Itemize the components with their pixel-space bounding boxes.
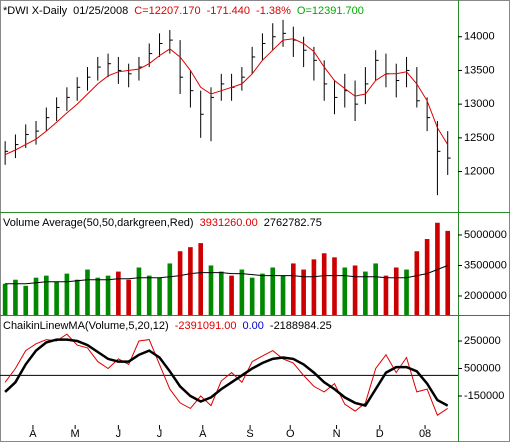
volume-bar — [43, 275, 49, 315]
volume-bar — [116, 271, 121, 315]
y-tick-label: 3500000 — [464, 259, 507, 271]
volume-bar — [198, 243, 204, 315]
volume-bar — [404, 269, 409, 315]
volume-bar — [311, 259, 317, 315]
panel-label: 2762782.75 — [264, 217, 322, 229]
volume-bar — [342, 267, 348, 315]
volume-bar — [270, 267, 276, 315]
volume-bar — [435, 222, 440, 315]
volume-bar — [393, 267, 399, 315]
y-tick-label: -150000 — [464, 390, 504, 402]
volume-bar — [363, 271, 368, 315]
panel-label: O=12391.700 — [297, 5, 364, 17]
volume-bar — [33, 277, 39, 315]
x-tick-label: A — [29, 428, 37, 440]
y-tick-label: 250000 — [464, 335, 501, 347]
volume-bar — [332, 257, 337, 315]
volume-bar — [229, 275, 234, 315]
volume-bar — [146, 275, 152, 315]
panel-label: C=12207.170 — [134, 5, 200, 17]
volume-bar — [167, 263, 173, 315]
y-tick-label: 2000000 — [464, 290, 507, 302]
volume-bar — [208, 265, 214, 315]
panel-label: -2188984.25 — [270, 320, 332, 332]
line — [4, 333, 448, 416]
volume-bar — [218, 271, 224, 315]
volume-bar — [95, 277, 101, 315]
panel-label: -171.440 — [207, 5, 250, 17]
panel-label: Volume Average(50,50,darkgreen,Red) — [3, 217, 194, 229]
x-tick-label: J — [157, 428, 163, 440]
volume-bar — [2, 283, 8, 315]
line — [5, 265, 448, 285]
panel-label: 0.00 — [242, 320, 263, 332]
y-tick-label: 12500 — [464, 132, 495, 144]
volume-bar — [13, 279, 18, 315]
x-tick-label: O — [286, 428, 295, 440]
volume-bar — [280, 275, 286, 315]
panel-label: 3931260.00 — [200, 217, 258, 229]
panel-label: *DWI X-Daily — [3, 5, 68, 17]
volume-bar — [373, 263, 378, 315]
x-tick-label: D — [376, 428, 384, 440]
volume-bar — [383, 275, 389, 315]
panel-label: 01/25/2008 — [73, 5, 128, 17]
volume-bar — [291, 263, 296, 315]
y-tick-label: 12000 — [464, 165, 495, 177]
line — [4, 38, 449, 156]
volume-bar — [74, 279, 80, 315]
panel-label: -2391091.00 — [175, 320, 237, 332]
volume-bar — [414, 251, 420, 315]
volume-bar — [301, 269, 306, 315]
x-tick-label: A — [199, 428, 207, 440]
panel-label: -1.38% — [256, 5, 291, 17]
volume-bar — [188, 247, 193, 315]
volume-bar — [105, 275, 111, 315]
volume-bar — [85, 269, 90, 315]
volume-bar — [445, 230, 451, 315]
y-tick-label: 5000000 — [464, 229, 507, 241]
volume-bar — [239, 269, 245, 315]
volume-bar — [177, 251, 183, 315]
panel-label: ChaikinLinewMA(Volume,5,20,12) — [3, 320, 169, 332]
volume-bar — [260, 273, 265, 315]
y-tick-label: 500000 — [464, 362, 501, 374]
line — [4, 338, 449, 408]
volume-bar — [126, 279, 131, 315]
x-tick-label: M — [71, 428, 80, 440]
y-tick-label: 13000 — [464, 98, 495, 110]
volume-bar — [136, 267, 142, 315]
volume-bar — [54, 281, 59, 315]
x-tick-label: S — [246, 428, 253, 440]
volume-bar — [424, 239, 430, 315]
x-tick-label: 08 — [419, 428, 431, 440]
volume-bar — [157, 277, 162, 315]
y-tick-label: 14000 — [464, 31, 495, 43]
volume-bar — [352, 265, 358, 315]
volume-bar — [23, 285, 29, 315]
volume-bar — [64, 273, 70, 315]
x-tick-label: N — [333, 428, 341, 440]
volume-bar — [321, 253, 327, 315]
y-tick-label: 13500 — [464, 64, 495, 76]
volume-bar — [249, 277, 255, 315]
x-tick-label: J — [116, 428, 122, 440]
